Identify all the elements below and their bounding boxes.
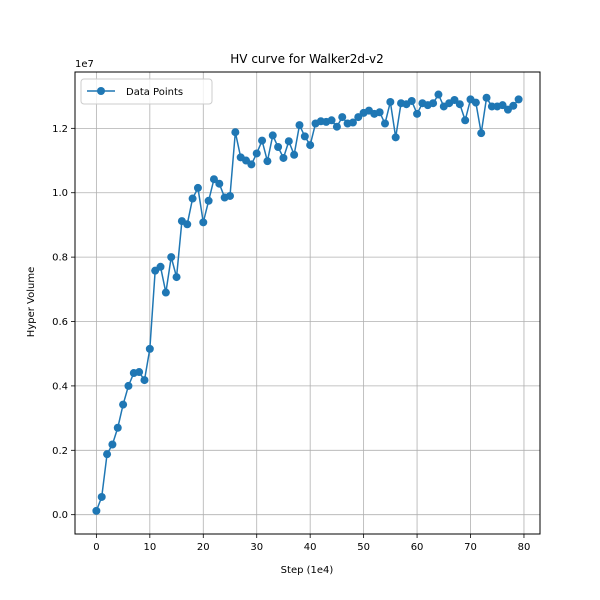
plot-frame — [74, 71, 541, 535]
data-point — [263, 157, 272, 166]
chart-title: HV curve for Walker2d-v2 — [230, 52, 383, 66]
data-point — [161, 288, 170, 297]
x-axis-label: Step (1e4) — [281, 565, 334, 576]
y-axis-label: Hyper Volume — [26, 267, 37, 337]
x-tick-label: 70 — [464, 542, 477, 553]
data-point — [461, 116, 470, 125]
series-line — [95, 92, 520, 512]
data-point — [295, 121, 304, 130]
data-point — [375, 108, 384, 117]
x-tick-label: 10 — [143, 542, 156, 553]
y-tick-label: 1.0 — [52, 188, 68, 199]
data-point — [156, 262, 165, 271]
data-point — [407, 96, 416, 105]
data-point — [391, 133, 400, 142]
data-point — [413, 109, 422, 118]
data-point — [306, 141, 315, 150]
data-point — [209, 175, 218, 184]
data-point — [348, 118, 357, 127]
data-point — [113, 423, 122, 432]
grid — [75, 72, 540, 534]
data-point — [284, 137, 293, 146]
x-tick-label: 50 — [357, 542, 370, 553]
x-tick-label: 60 — [411, 542, 424, 553]
data-point — [199, 218, 208, 227]
legend-box — [80, 78, 213, 105]
data-point — [97, 492, 106, 501]
data-point — [258, 136, 267, 145]
data-point — [429, 99, 438, 108]
y-axis: 0.0 0.2 0.4 0.6 0.8 1.0 1.2 — [52, 124, 75, 521]
y-tick-label: 0.0 — [52, 510, 68, 521]
data-point — [172, 273, 181, 282]
y-tick-label: 0.2 — [52, 446, 68, 457]
legend-marker — [97, 87, 105, 95]
data-point — [290, 150, 299, 159]
x-tick-label: 20 — [197, 542, 210, 553]
data-point — [145, 344, 154, 353]
data-point — [386, 97, 395, 106]
data-point — [124, 381, 133, 390]
legend: Data Points — [80, 78, 213, 105]
data-point — [381, 119, 389, 128]
legend-label: Data Points — [126, 87, 183, 98]
data-point — [455, 100, 464, 109]
data-point — [274, 143, 283, 152]
data-point — [482, 93, 491, 102]
y-tick-label: 0.4 — [52, 381, 68, 392]
data-point — [92, 506, 101, 515]
data-point — [498, 101, 507, 110]
y-tick-label: 0.6 — [52, 317, 68, 328]
data-point — [108, 440, 117, 449]
y-offset-label: 1e7 — [75, 59, 94, 70]
data-point — [300, 132, 309, 141]
data-point — [135, 368, 144, 377]
series-layer — [92, 90, 523, 515]
data-point — [268, 131, 277, 140]
x-tick-label: 80 — [518, 542, 531, 553]
data-point — [167, 253, 176, 262]
data-point — [231, 128, 240, 137]
data-point — [247, 160, 256, 169]
data-point — [119, 400, 128, 409]
data-point — [252, 149, 261, 158]
data-point — [279, 153, 288, 162]
data-point — [215, 179, 224, 188]
data-point — [226, 191, 234, 200]
data-point — [509, 101, 518, 110]
data-point — [514, 95, 523, 104]
data-point — [327, 116, 336, 125]
data-point — [477, 129, 486, 138]
y-tick-label: 0.8 — [52, 253, 68, 264]
data-point — [434, 90, 443, 99]
data-point — [103, 450, 112, 459]
x-tick-label: 0 — [93, 542, 99, 553]
x-tick-label: 40 — [304, 542, 317, 553]
data-point — [193, 183, 202, 192]
data-point — [140, 376, 149, 385]
y-tick-label: 1.2 — [52, 124, 68, 135]
data-point — [188, 194, 197, 203]
x-axis: 0 10 20 30 40 50 60 70 80 — [93, 534, 530, 553]
x-tick-label: 30 — [250, 542, 263, 553]
data-point — [204, 196, 213, 205]
data-point — [338, 113, 347, 122]
data-point — [471, 98, 480, 107]
data-point — [183, 220, 192, 229]
data-point — [332, 122, 341, 131]
